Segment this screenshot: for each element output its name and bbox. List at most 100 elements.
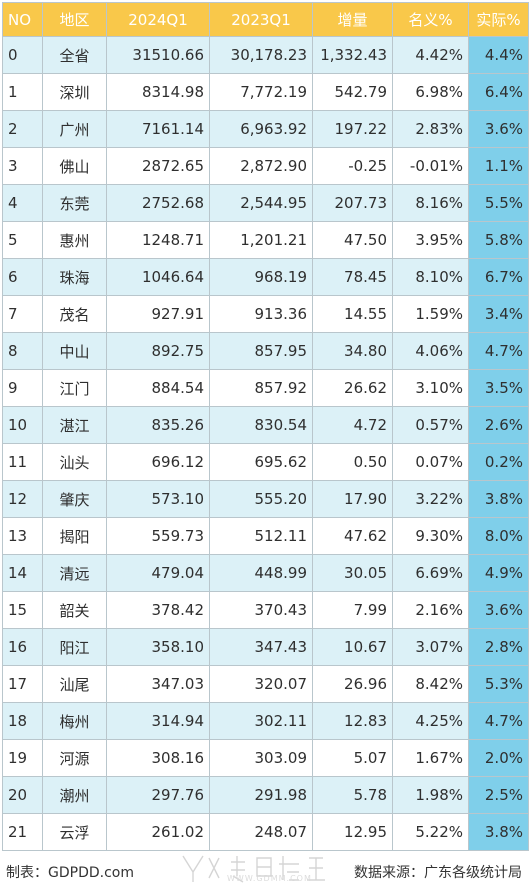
table-row: 17 汕尾 347.03 320.07 26.96 8.42% 5.3% xyxy=(2,665,529,703)
cell-nominal-pct: 2.16% xyxy=(392,591,469,629)
cell-increase: 78.45 xyxy=(312,258,393,296)
cell-no: 0 xyxy=(2,36,43,74)
cell-increase: -0.25 xyxy=(312,147,393,185)
cell-increase: 10.67 xyxy=(312,628,393,666)
cell-2024q1: 2752.68 xyxy=(106,184,210,222)
cell-no: 3 xyxy=(2,147,43,185)
table-row: 9 江门 884.54 857.92 26.62 3.10% 3.5% xyxy=(2,369,529,407)
cell-real-pct: 5.5% xyxy=(468,184,529,222)
cell-2024q1: 7161.14 xyxy=(106,110,210,148)
cell-2024q1: 884.54 xyxy=(106,369,210,407)
cell-2023q1: 512.11 xyxy=(209,517,313,555)
cell-real-pct: 3.8% xyxy=(468,480,529,518)
cell-real-pct: 6.7% xyxy=(468,258,529,296)
cell-2024q1: 2872.65 xyxy=(106,147,210,185)
header-nominal-pct: 名义% xyxy=(392,2,469,37)
cell-2023q1: 857.95 xyxy=(209,332,313,370)
cell-2024q1: 314.94 xyxy=(106,702,210,740)
cell-2024q1: 927.91 xyxy=(106,295,210,333)
cell-region: 韶关 xyxy=(42,591,107,629)
cell-2024q1: 573.10 xyxy=(106,480,210,518)
table-header: NO 地区 2024Q1 2023Q1 增量 名义% 实际% xyxy=(2,2,529,37)
cell-2024q1: 892.75 xyxy=(106,332,210,370)
cell-no: 18 xyxy=(2,702,43,740)
cell-2024q1: 696.12 xyxy=(106,443,210,481)
cell-nominal-pct: 3.10% xyxy=(392,369,469,407)
cell-real-pct: 6.4% xyxy=(468,73,529,111)
cell-nominal-pct: 4.25% xyxy=(392,702,469,740)
cell-increase: 47.50 xyxy=(312,221,393,259)
cell-nominal-pct: 3.07% xyxy=(392,628,469,666)
cell-increase: 207.73 xyxy=(312,184,393,222)
table-row: 6 珠海 1046.64 968.19 78.45 8.10% 6.7% xyxy=(2,258,529,296)
footer: 制表：GDPDD.com 数据来源：广东各级统计局 xyxy=(0,852,530,889)
header-row: NO 地区 2024Q1 2023Q1 增量 名义% 实际% xyxy=(2,2,529,37)
cell-region: 潮州 xyxy=(42,776,107,814)
cell-real-pct: 3.6% xyxy=(468,110,529,148)
cell-region: 肇庆 xyxy=(42,480,107,518)
cell-no: 7 xyxy=(2,295,43,333)
watermark-url: WWW.GDMM.COM xyxy=(227,874,312,883)
cell-nominal-pct: 8.16% xyxy=(392,184,469,222)
cell-2023q1: 248.07 xyxy=(209,813,313,851)
cell-2023q1: 320.07 xyxy=(209,665,313,703)
cell-increase: 12.95 xyxy=(312,813,393,851)
watermark-logo: WWW.GDMM.COM xyxy=(175,850,355,886)
cell-no: 19 xyxy=(2,739,43,777)
cell-region: 云浮 xyxy=(42,813,107,851)
cell-2023q1: 2,872.90 xyxy=(209,147,313,185)
cell-real-pct: 3.8% xyxy=(468,813,529,851)
cell-region: 汕尾 xyxy=(42,665,107,703)
cell-2024q1: 358.10 xyxy=(106,628,210,666)
cell-2024q1: 835.26 xyxy=(106,406,210,444)
cell-region: 广州 xyxy=(42,110,107,148)
header-2024q1: 2024Q1 xyxy=(106,2,210,37)
cell-increase: 5.78 xyxy=(312,776,393,814)
cell-region: 梅州 xyxy=(42,702,107,740)
cell-no: 17 xyxy=(2,665,43,703)
header-increase: 增量 xyxy=(312,2,393,37)
cell-no: 2 xyxy=(2,110,43,148)
table-row: 20 潮州 297.76 291.98 5.78 1.98% 2.5% xyxy=(2,776,529,814)
cell-real-pct: 2.8% xyxy=(468,628,529,666)
cell-real-pct: 4.4% xyxy=(468,36,529,74)
cell-nominal-pct: 4.06% xyxy=(392,332,469,370)
cell-real-pct: 3.5% xyxy=(468,369,529,407)
cell-2023q1: 30,178.23 xyxy=(209,36,313,74)
footer-credit: 制表：GDPDD.com xyxy=(6,865,134,881)
table-row: 8 中山 892.75 857.95 34.80 4.06% 4.7% xyxy=(2,332,529,370)
cell-2024q1: 378.42 xyxy=(106,591,210,629)
cell-real-pct: 4.7% xyxy=(468,332,529,370)
table-row: 15 韶关 378.42 370.43 7.99 2.16% 3.6% xyxy=(2,591,529,629)
cell-no: 11 xyxy=(2,443,43,481)
table-row: 1 深圳 8314.98 7,772.19 542.79 6.98% 6.4% xyxy=(2,73,529,111)
cell-nominal-pct: 0.07% xyxy=(392,443,469,481)
cell-2024q1: 1046.64 xyxy=(106,258,210,296)
cell-increase: 5.07 xyxy=(312,739,393,777)
cell-2023q1: 303.09 xyxy=(209,739,313,777)
cell-2023q1: 448.99 xyxy=(209,554,313,592)
table-body: 0 全省 31510.66 30,178.23 1,332.43 4.42% 4.4% 1 深圳… xyxy=(2,36,529,851)
cell-increase: 30.05 xyxy=(312,554,393,592)
cell-2023q1: 347.43 xyxy=(209,628,313,666)
table-row: 21 云浮 261.02 248.07 12.95 5.22% 3.8% xyxy=(2,813,529,851)
cell-region: 茂名 xyxy=(42,295,107,333)
cell-nominal-pct: 5.22% xyxy=(392,813,469,851)
cell-2024q1: 308.16 xyxy=(106,739,210,777)
cell-2023q1: 857.92 xyxy=(209,369,313,407)
cell-2024q1: 1248.71 xyxy=(106,221,210,259)
cell-region: 中山 xyxy=(42,332,107,370)
header-2023q1: 2023Q1 xyxy=(209,2,313,37)
cell-real-pct: 5.3% xyxy=(468,665,529,703)
cell-nominal-pct: 4.42% xyxy=(392,36,469,74)
cell-2023q1: 695.62 xyxy=(209,443,313,481)
cell-increase: 47.62 xyxy=(312,517,393,555)
cell-increase: 7.99 xyxy=(312,591,393,629)
cell-region: 湛江 xyxy=(42,406,107,444)
cell-increase: 12.83 xyxy=(312,702,393,740)
cell-2023q1: 2,544.95 xyxy=(209,184,313,222)
cell-region: 佛山 xyxy=(42,147,107,185)
header-region: 地区 xyxy=(42,2,107,37)
cell-no: 6 xyxy=(2,258,43,296)
